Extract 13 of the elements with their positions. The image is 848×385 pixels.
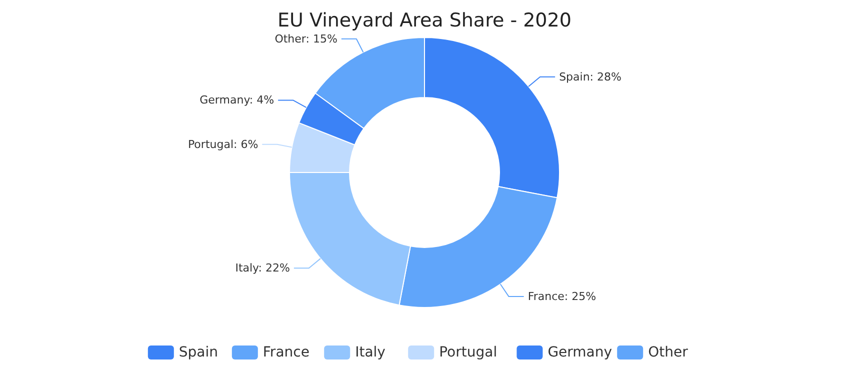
data-label: Germany: 4% (200, 94, 274, 107)
legend-label: Other (648, 344, 688, 360)
legend-label: Italy (355, 344, 386, 360)
data-label: Italy: 22% (235, 262, 290, 275)
data-label: France: 25% (528, 290, 596, 304)
data-label: Portugal: 6% (188, 138, 258, 151)
legend-label: Germany (548, 344, 612, 360)
data-label: Other: 15% (274, 32, 338, 46)
legend-label: Spain (178, 344, 218, 360)
chart-title: EU Vineyard Area Share - 2020 (278, 10, 572, 32)
legend-label: Portugal (439, 344, 498, 360)
data-label: Spain: 28% (559, 70, 622, 84)
legend-label: France (262, 344, 310, 360)
